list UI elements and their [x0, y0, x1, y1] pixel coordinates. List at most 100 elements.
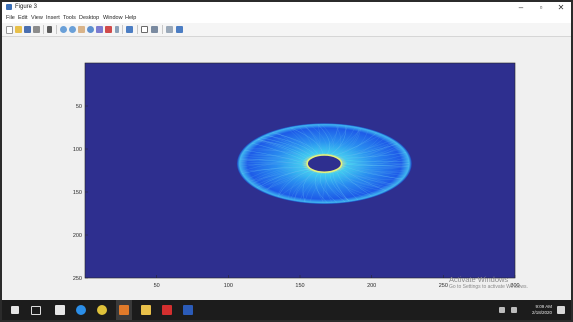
ring-streak: [332, 124, 341, 156]
y-tick-label: 150: [73, 190, 82, 196]
print-icon[interactable]: [33, 26, 40, 33]
toolbar-separator: [162, 25, 163, 34]
zoom-out-icon[interactable]: [69, 26, 76, 33]
ring-streak: [303, 125, 321, 155]
chrome-icon[interactable]: [97, 305, 107, 315]
rotate-icon[interactable]: [87, 26, 94, 33]
start-icon[interactable]: [11, 306, 19, 314]
legend-icon[interactable]: [141, 26, 148, 33]
ring-streak: [340, 134, 382, 160]
ring-streak: [265, 135, 317, 156]
edit-plot-icon[interactable]: [47, 26, 52, 33]
ring-streak: [325, 172, 346, 202]
ring-streak: [242, 153, 307, 163]
clock-time[interactable]: 9:09 AM: [535, 304, 552, 309]
ring-streak: [316, 172, 325, 203]
x-tick-label: 300: [510, 283, 519, 289]
ring-streak: [333, 132, 377, 157]
word-icon[interactable]: [183, 305, 193, 315]
menu-desktop[interactable]: Desktop: [79, 15, 100, 21]
matlab-icon[interactable]: [119, 305, 129, 315]
ring-streak: [341, 166, 408, 172]
ring-streak: [309, 124, 328, 155]
ring-streak: [240, 155, 309, 160]
tray-overflow-icon[interactable]: [499, 307, 505, 313]
ring-streak: [278, 169, 312, 197]
ring-streak: [338, 169, 392, 188]
ring-streak: [335, 128, 361, 157]
ring-streak: [332, 127, 360, 156]
ring-streak: [337, 169, 402, 181]
clock-date[interactable]: 2/18/2020: [531, 310, 552, 315]
ring-streak: [337, 129, 369, 158]
maximize-button[interactable]: ▫: [539, 3, 543, 12]
ring-streak: [328, 127, 356, 155]
ring-streak: [248, 169, 312, 182]
ring-streak: [299, 172, 324, 202]
toolbar-separator: [137, 25, 138, 34]
network-icon[interactable]: [511, 307, 517, 313]
ring-streak: [302, 171, 316, 202]
store-icon[interactable]: [55, 305, 65, 315]
figure-palette-icon[interactable]: [176, 26, 183, 33]
ring-streak: [257, 168, 310, 188]
matlab-figure-icon: [6, 4, 12, 10]
edge-icon[interactable]: [76, 305, 86, 315]
close-button[interactable]: ✕: [557, 3, 565, 12]
window-title: Figure 3: [15, 4, 38, 10]
minimize-button[interactable]: –: [518, 3, 524, 12]
ring-streak: [324, 172, 350, 202]
file-explorer-icon[interactable]: [141, 305, 151, 315]
notification-icon[interactable]: [557, 306, 565, 314]
ring-streak: [336, 170, 358, 200]
acrobat-icon[interactable]: [162, 305, 172, 315]
data-cursor-icon[interactable]: [96, 26, 103, 33]
open-file-icon[interactable]: [15, 26, 22, 33]
menu-file[interactable]: File: [6, 15, 15, 21]
ring-streak: [334, 170, 390, 189]
ring-streak: [249, 165, 307, 182]
ring-streak: [275, 131, 310, 159]
task-view-icon[interactable]: [31, 306, 41, 315]
ring-streak: [272, 132, 319, 156]
menu-view[interactable]: View: [31, 15, 43, 21]
menu-tools[interactable]: Tools: [63, 15, 76, 21]
ring-streak: [290, 127, 324, 155]
pan-icon[interactable]: [78, 26, 85, 33]
zoom-in-icon[interactable]: [60, 26, 67, 33]
colorbar-icon[interactable]: [126, 26, 133, 33]
ring-streak: [255, 140, 314, 157]
watermark-title: Activate Windows: [449, 275, 509, 284]
ring-streak: [258, 170, 314, 189]
brush-icon[interactable]: [105, 26, 112, 33]
hide-tools-icon[interactable]: [151, 26, 158, 33]
ring-streak: [334, 139, 393, 157]
ring-streak: [341, 166, 409, 170]
menu-insert[interactable]: Insert: [46, 15, 60, 21]
ring-streak: [327, 128, 362, 155]
menu-window[interactable]: Window: [103, 15, 123, 21]
ring-streak: [331, 171, 366, 199]
axes[interactable]: 50 100 150 200 250 300 50 100 150 200 250: [2, 37, 571, 297]
menu-bar: File Edit View Insert Tools Desktop Wind…: [2, 13, 571, 23]
ring-streak: [324, 124, 338, 155]
ring-streak: [265, 167, 309, 192]
menu-edit[interactable]: Edit: [18, 15, 28, 21]
ring-streak: [251, 166, 308, 184]
show-tools-icon[interactable]: [166, 26, 173, 33]
ring-streak: [337, 169, 377, 195]
new-figure-icon[interactable]: [6, 26, 13, 34]
save-icon[interactable]: [24, 26, 31, 33]
ring-streak: [252, 142, 307, 162]
link-icon[interactable]: [115, 26, 119, 33]
y-tick-label: 250: [73, 276, 82, 282]
ring-streak: [246, 164, 307, 180]
ring-streak: [342, 163, 405, 177]
ring-streak: [317, 124, 321, 156]
ring-streak: [263, 171, 317, 192]
menu-help[interactable]: Help: [125, 15, 137, 21]
ring-streak: [246, 147, 309, 160]
y-axis: 50 100 150 200 250: [73, 104, 88, 282]
ring-streak: [279, 172, 321, 197]
ring-streak: [341, 141, 395, 162]
